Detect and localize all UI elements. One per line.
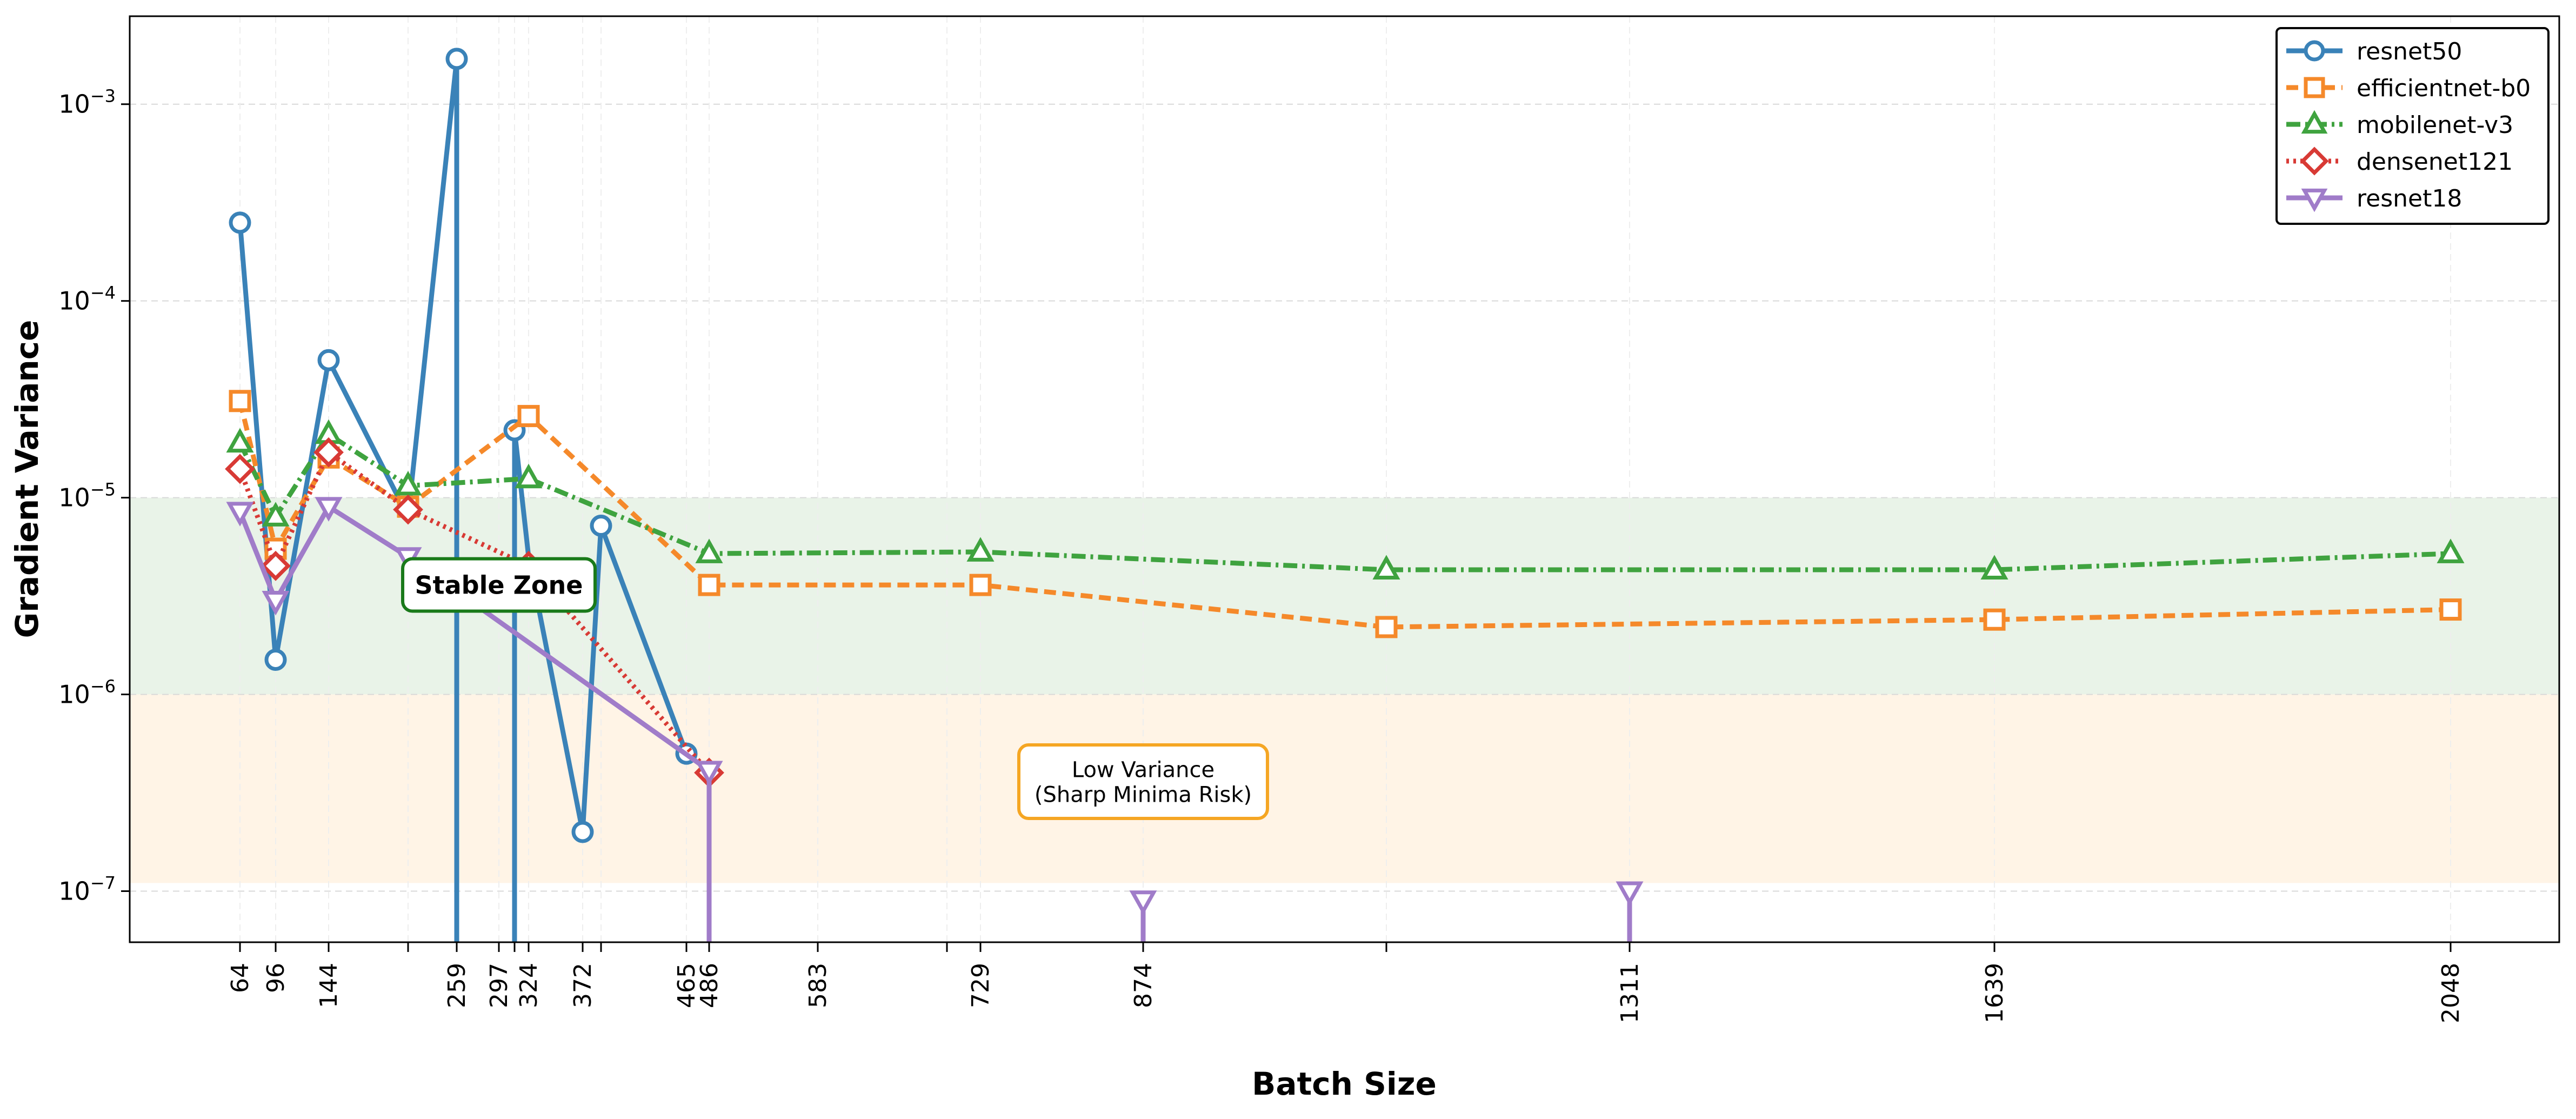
annotation-box bbox=[401, 557, 597, 613]
data-point bbox=[445, 48, 468, 70]
legend-label: densenet121 bbox=[2357, 148, 2513, 176]
data-point bbox=[2301, 188, 2328, 212]
annotation-text: Low Variance bbox=[1072, 757, 1214, 782]
data-point bbox=[262, 502, 290, 527]
series-mobilenet-v3 bbox=[226, 419, 2465, 580]
x-tick-label: 874 bbox=[1130, 963, 1157, 1008]
legend-entry: resnet18 bbox=[2286, 185, 2462, 212]
y-tick-label: 10−4 bbox=[58, 283, 116, 316]
data-point bbox=[695, 761, 723, 786]
series-line bbox=[237, 400, 2451, 630]
legend-label: mobilenet-v3 bbox=[2357, 111, 2513, 139]
y-tick-label: 10−7 bbox=[58, 873, 116, 906]
annotation-stable-zone: Stable Zone bbox=[401, 557, 597, 613]
data-point bbox=[2437, 538, 2465, 563]
data-point bbox=[2304, 77, 2325, 98]
legend-label: resnet18 bbox=[2357, 185, 2462, 212]
x-tick-label: 583 bbox=[804, 963, 832, 1008]
x-tick-label: 465 bbox=[673, 963, 700, 1008]
legend-entry: efficientnet-b0 bbox=[2286, 75, 2531, 102]
data-point bbox=[2304, 40, 2325, 62]
y-axis-label: Gradient Variance bbox=[9, 320, 45, 638]
data-point bbox=[590, 515, 612, 537]
series-line bbox=[237, 450, 711, 775]
annotation-text: (Sharp Minima Risk) bbox=[1035, 782, 1252, 807]
annotations: Stable Zone Low Variance(Sharp Minima Ris… bbox=[401, 557, 1269, 821]
data-point bbox=[313, 437, 344, 468]
data-point bbox=[1375, 616, 1398, 638]
data-point bbox=[262, 590, 290, 616]
plot-frame bbox=[129, 15, 2560, 943]
legend-box bbox=[2275, 27, 2550, 225]
x-tick-label: 2048 bbox=[2437, 963, 2465, 1023]
data-point bbox=[1980, 555, 2008, 580]
legend-label: efficientnet-b0 bbox=[2357, 75, 2531, 102]
x-tick-label: 1639 bbox=[1981, 963, 2008, 1023]
data-point bbox=[2300, 146, 2329, 176]
data-point bbox=[393, 494, 423, 525]
data-point bbox=[317, 349, 340, 371]
data-point bbox=[2439, 598, 2462, 621]
annotation-box bbox=[1017, 743, 1269, 821]
annotation-text: Stable Zone bbox=[415, 571, 583, 600]
x-tick-label: 372 bbox=[569, 963, 597, 1008]
x-tick-label: 64 bbox=[226, 963, 254, 993]
legend-label: resnet50 bbox=[2357, 38, 2462, 65]
data-point bbox=[261, 550, 291, 581]
data-point bbox=[1372, 555, 1400, 580]
x-tick-label: 729 bbox=[967, 963, 995, 1008]
data-point bbox=[698, 574, 720, 596]
data-point bbox=[969, 574, 992, 596]
data-point bbox=[229, 211, 251, 234]
y-tick-label: 10−6 bbox=[58, 676, 116, 709]
legend-entry: mobilenet-v3 bbox=[2286, 110, 2513, 139]
data-point bbox=[315, 497, 343, 522]
data-point bbox=[226, 428, 254, 453]
x-tick-label: 96 bbox=[262, 963, 290, 993]
x-tick-label: 486 bbox=[696, 963, 723, 1008]
x-axis-label: Batch Size bbox=[1252, 1065, 1437, 1102]
data-point bbox=[1983, 608, 2006, 631]
legend-entry: densenet121 bbox=[2286, 146, 2513, 176]
zone-low-variance bbox=[130, 694, 2559, 883]
series-line bbox=[237, 431, 2451, 572]
x-tick-label: 297 bbox=[485, 963, 513, 1008]
x-tick-label: 324 bbox=[515, 963, 543, 1008]
data-point bbox=[2301, 110, 2328, 134]
data-point bbox=[515, 463, 543, 489]
data-point bbox=[264, 648, 287, 671]
data-point bbox=[966, 537, 995, 562]
data-point bbox=[226, 502, 254, 527]
y-tick-label: 10−3 bbox=[58, 86, 116, 119]
x-tick-label: 144 bbox=[315, 963, 343, 1008]
legend: resnet50 efficientnet-b0 mobilenet-v3 dense… bbox=[2275, 27, 2550, 225]
x-tick-label: 1311 bbox=[1616, 963, 1644, 1023]
data-point bbox=[571, 821, 594, 843]
y-axis: 10−7 10−6 10−5 10−4 10−3 bbox=[58, 86, 130, 906]
y-tick-label: 10−5 bbox=[58, 479, 116, 512]
data-point bbox=[394, 470, 422, 496]
data-point bbox=[225, 454, 255, 484]
data-point bbox=[517, 405, 540, 428]
data-point bbox=[695, 538, 723, 563]
legend-entry: resnet50 bbox=[2286, 38, 2462, 65]
annotation-low-variance: Low Variance(Sharp Minima Risk) bbox=[1017, 743, 1269, 821]
background-zones bbox=[130, 497, 2559, 883]
x-tick-label: 259 bbox=[443, 963, 471, 1008]
data-point bbox=[1616, 881, 1644, 907]
data-point bbox=[229, 390, 251, 412]
data-point bbox=[1129, 890, 1157, 915]
